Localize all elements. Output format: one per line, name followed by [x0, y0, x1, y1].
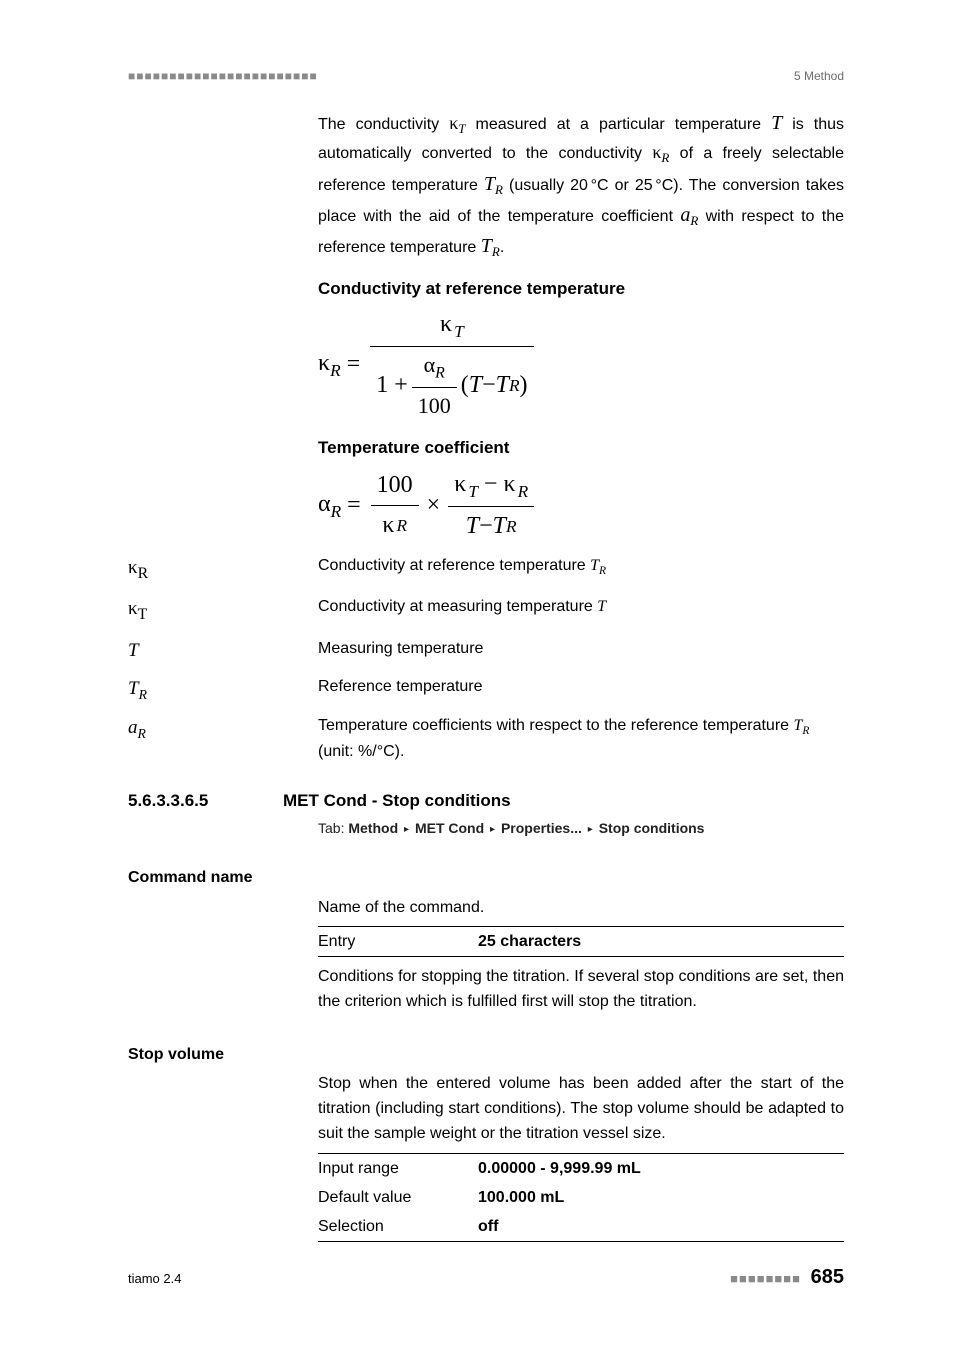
- table-row: Default value100.000 mL: [318, 1183, 844, 1212]
- table-cell-key: Entry: [318, 927, 478, 957]
- txt: The conductivity: [318, 116, 449, 133]
- breadcrumb-prefix: Tab:: [318, 820, 348, 836]
- header-section-label: 5 Method: [794, 68, 844, 85]
- table-row: Entry25 characters: [318, 927, 844, 957]
- table-cell-key: Input range: [318, 1153, 478, 1183]
- definition-symbol: T: [128, 637, 318, 665]
- command-name-table: Entry25 characters: [318, 926, 844, 957]
- table-cell-value: off: [478, 1212, 844, 1242]
- txt: measured at a particular temperature: [466, 116, 772, 133]
- table-cell-value: 100.000 mL: [478, 1183, 844, 1212]
- stop-volume-desc: Stop when the entered volume has been ad…: [318, 1072, 844, 1146]
- breadcrumb: Tab: Method ▸ MET Cond ▸ Properties... ▸…: [318, 818, 844, 838]
- table-cell-key: Selection: [318, 1212, 478, 1242]
- header-dashes: ■■■■■■■■■■■■■■■■■■■■■■■: [128, 68, 318, 85]
- stop-volume-table: Input range0.00000 - 9,999.99 mLDefault …: [318, 1153, 844, 1243]
- table-cell-value: 0.00000 - 9,999.99 mL: [478, 1153, 844, 1183]
- txt: .: [500, 239, 504, 256]
- definition-row: aRTemperature coefficients with respect …: [128, 714, 844, 763]
- page-header: ■■■■■■■■■■■■■■■■■■■■■■■ 5 Method: [128, 68, 844, 85]
- eq1-formula: κR = κT 1 + αR 100 (T − TR): [318, 307, 844, 422]
- section-number: 5.6.3.3.6.5: [128, 789, 283, 814]
- definition-symbol: aR: [128, 714, 318, 763]
- definition-row: TMeasuring temperature: [128, 637, 844, 665]
- definition-symbol: κT: [128, 595, 318, 627]
- eq2-title: Temperature coefficient: [318, 436, 844, 461]
- command-name-desc2: Conditions for stopping the titration. I…: [318, 965, 844, 1015]
- definition-row: κTConductivity at measuring temperature …: [128, 595, 844, 627]
- eq1-title: Conductivity at reference temperature: [318, 277, 844, 302]
- footer-dashes: ■■■■■■■■: [730, 1271, 801, 1286]
- definition-symbol: κR: [128, 554, 318, 586]
- definition-text: Temperature coefficients with respect to…: [318, 714, 844, 763]
- breadcrumb-path: Method ▸ MET Cond ▸ Properties... ▸ Stop…: [348, 820, 704, 836]
- definition-text: Measuring temperature: [318, 637, 844, 665]
- table-cell-value: 25 characters: [478, 927, 844, 957]
- section-heading: 5.6.3.3.6.5 MET Cond - Stop conditions: [128, 789, 844, 814]
- eq2-formula: αR = 100 κR × κT − κR T − TR: [318, 467, 844, 544]
- table-cell-key: Default value: [318, 1183, 478, 1212]
- definition-row: TRReference temperature: [128, 675, 844, 705]
- intro-paragraph: The conductivity κT measured at a partic…: [318, 108, 844, 263]
- page-footer: tiamo 2.4 ■■■■■■■■ 685: [128, 1263, 844, 1292]
- definition-text: Conductivity at measuring temperature T: [318, 595, 844, 627]
- footer-product: tiamo 2.4: [128, 1270, 181, 1289]
- page-number: 685: [811, 1266, 844, 1288]
- param-label-stop-volume: Stop volume: [128, 1043, 844, 1066]
- table-row: Selectionoff: [318, 1212, 844, 1242]
- definition-row: κRConductivity at reference temperature …: [128, 554, 844, 586]
- param-label-command-name: Command name: [128, 866, 844, 889]
- definitions-list: κRConductivity at reference temperature …: [128, 554, 844, 764]
- table-row: Input range0.00000 - 9,999.99 mL: [318, 1153, 844, 1183]
- section-title: MET Cond - Stop conditions: [283, 789, 844, 814]
- command-name-desc1: Name of the command.: [318, 896, 844, 921]
- definition-text: Conductivity at reference temperature TR: [318, 554, 844, 586]
- definition-text: Reference temperature: [318, 675, 844, 705]
- definition-symbol: TR: [128, 675, 318, 705]
